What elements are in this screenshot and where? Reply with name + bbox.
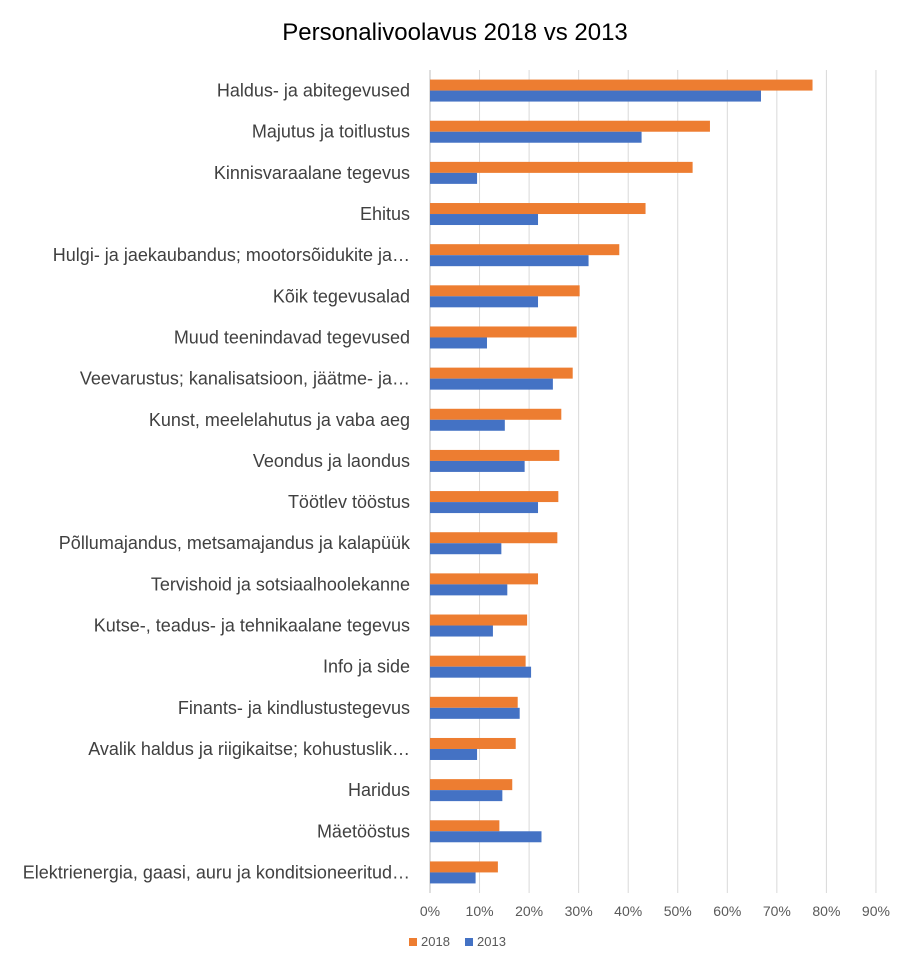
category-label: Haldus- ja abitegevused xyxy=(217,81,410,101)
bar-2018 xyxy=(430,161,693,173)
bar-2018 xyxy=(430,779,513,791)
bar-2013 xyxy=(430,296,539,308)
bar-2013 xyxy=(430,707,520,719)
bar-2018 xyxy=(430,573,539,585)
category-label: Kinnisvaraalane tegevus xyxy=(214,163,410,183)
bar-2018 xyxy=(430,285,580,297)
bar-2013 xyxy=(430,666,532,678)
bar-2018 xyxy=(430,655,526,667)
x-tick-label: 10% xyxy=(466,903,494,919)
category-labels: Haldus- ja abitegevused Majutus ja toitlu… xyxy=(23,81,411,883)
category-label: Muud teenindavad tegevused xyxy=(174,327,410,347)
bar-2013 xyxy=(430,337,487,349)
x-tick-labels: 0% 10% 20% 30% 40% 50% 60% 70% 80% 90% xyxy=(420,903,890,919)
category-label: Mäetööstus xyxy=(317,821,410,841)
bar-2013 xyxy=(430,625,493,637)
x-tick-label: 20% xyxy=(515,903,543,919)
x-tick-label: 0% xyxy=(420,903,440,919)
bar-2018 xyxy=(430,79,813,91)
bar-2013 xyxy=(430,790,503,802)
x-tick-label: 80% xyxy=(812,903,840,919)
bar-2013 xyxy=(430,543,502,555)
legend-label: 2018 xyxy=(421,934,450,949)
x-tick-label: 60% xyxy=(713,903,741,919)
legend-swatch-2013 xyxy=(465,938,473,946)
x-tick-label: 30% xyxy=(565,903,593,919)
bar-2018 xyxy=(430,367,573,379)
category-label: Avalik haldus ja riigikaitse; kohustusli… xyxy=(88,739,410,759)
bar-2018 xyxy=(430,244,620,256)
x-tick-label: 50% xyxy=(664,903,692,919)
category-label: Kutse-, teadus- ja tehnikaalane tegevus xyxy=(94,616,410,636)
x-tick-label: 90% xyxy=(862,903,890,919)
bar-2013 xyxy=(430,172,478,184)
bar-2013 xyxy=(430,502,539,514)
bar-2013 xyxy=(430,460,525,472)
category-label: Põllumajandus, metsamajandus ja kalapüük xyxy=(59,533,411,553)
category-label: Haridus xyxy=(348,780,410,800)
bar-2018 xyxy=(430,737,516,749)
gridlines xyxy=(429,70,877,893)
bar-2013 xyxy=(430,90,761,102)
category-label: Majutus ja toitlustus xyxy=(252,122,410,142)
bar-2018 xyxy=(430,696,518,708)
bar-2018 xyxy=(430,120,710,132)
category-label: Töötlev tööstus xyxy=(288,492,410,512)
bars-group xyxy=(430,79,813,884)
bar-2018 xyxy=(430,532,558,544)
bar-2018 xyxy=(430,408,562,420)
category-label: Ehitus xyxy=(360,204,410,224)
bar-2018 xyxy=(430,326,577,338)
category-label: Finants- ja kindlustustegevus xyxy=(178,698,410,718)
bar-2013 xyxy=(430,255,589,267)
legend-swatch-2018 xyxy=(409,938,417,946)
bar-2018 xyxy=(430,820,500,832)
bar-2013 xyxy=(430,131,642,143)
bar-2013 xyxy=(430,378,553,390)
bar-2013 xyxy=(430,584,508,596)
bar-2013 xyxy=(430,419,505,431)
category-label: Kõik tegevusalad xyxy=(273,286,410,306)
x-tick-label: 40% xyxy=(614,903,642,919)
bar-2013 xyxy=(430,214,539,226)
category-label: Info ja side xyxy=(323,657,410,677)
category-label: Veevarustus; kanalisatsioon, jäätme- ja… xyxy=(80,369,410,389)
x-tick-label: 70% xyxy=(763,903,791,919)
legend-label: 2013 xyxy=(477,934,506,949)
category-label: Tervishoid ja sotsiaalhoolekanne xyxy=(151,574,410,594)
bar-2018 xyxy=(430,861,498,873)
category-label: Hulgi- ja jaekaubandus; mootorsõidukite … xyxy=(53,245,410,265)
bar-2018 xyxy=(430,203,646,215)
bar-2013 xyxy=(430,831,542,843)
legend: 2018 2013 xyxy=(409,934,506,949)
category-label: Elektrienergia, gaasi, auru ja konditsio… xyxy=(23,862,410,882)
bar-2018 xyxy=(430,614,528,626)
category-label: Veondus ja laondus xyxy=(253,451,410,471)
bar-2018 xyxy=(430,491,559,503)
bar-2018 xyxy=(430,449,560,461)
bar-2013 xyxy=(430,872,476,884)
bar-2013 xyxy=(430,748,478,760)
chart-title: Personalivoolavus 2018 vs 2013 xyxy=(282,19,628,46)
category-label: Kunst, meelelahutus ja vaba aeg xyxy=(149,410,410,430)
